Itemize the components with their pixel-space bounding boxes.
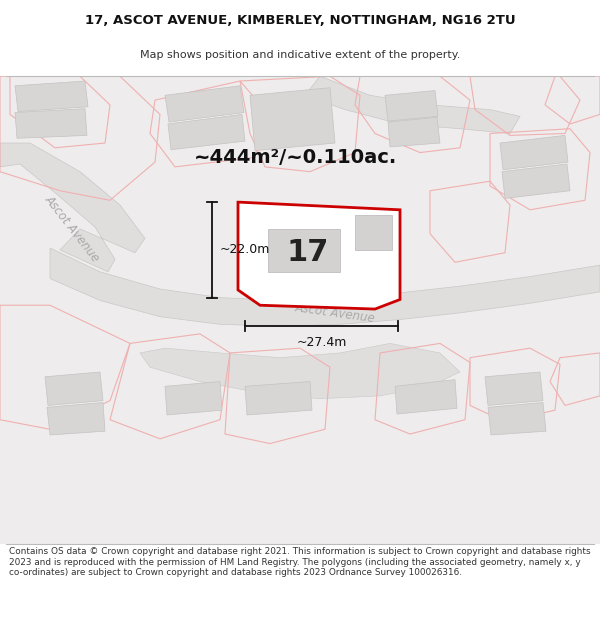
Polygon shape xyxy=(15,109,87,138)
Polygon shape xyxy=(15,81,88,111)
Polygon shape xyxy=(168,114,245,150)
Polygon shape xyxy=(50,248,600,326)
Text: ~22.0m: ~22.0m xyxy=(220,243,271,256)
Polygon shape xyxy=(140,343,460,399)
Polygon shape xyxy=(268,229,340,272)
Polygon shape xyxy=(395,379,457,414)
Text: Contains OS data © Crown copyright and database right 2021. This information is : Contains OS data © Crown copyright and d… xyxy=(9,547,590,577)
Text: ~444m²/~0.110ac.: ~444m²/~0.110ac. xyxy=(193,148,397,167)
Polygon shape xyxy=(165,86,244,122)
Text: ~27.4m: ~27.4m xyxy=(296,336,347,349)
Polygon shape xyxy=(500,136,568,170)
Polygon shape xyxy=(355,214,392,250)
Polygon shape xyxy=(0,143,145,272)
Polygon shape xyxy=(238,202,400,309)
Polygon shape xyxy=(165,381,222,415)
Polygon shape xyxy=(245,381,312,415)
Polygon shape xyxy=(488,402,546,435)
Polygon shape xyxy=(385,91,438,121)
Polygon shape xyxy=(45,372,103,406)
Polygon shape xyxy=(305,76,520,134)
Text: 17, ASCOT AVENUE, KIMBERLEY, NOTTINGHAM, NG16 2TU: 17, ASCOT AVENUE, KIMBERLEY, NOTTINGHAM,… xyxy=(85,14,515,27)
Polygon shape xyxy=(485,372,543,406)
Polygon shape xyxy=(250,88,335,151)
Text: 17: 17 xyxy=(287,238,329,268)
Text: Ascot Avenue: Ascot Avenue xyxy=(294,301,376,325)
Text: Map shows position and indicative extent of the property.: Map shows position and indicative extent… xyxy=(140,49,460,59)
Polygon shape xyxy=(47,402,105,435)
Text: Ascot Avenue: Ascot Avenue xyxy=(42,193,102,265)
Polygon shape xyxy=(388,118,440,147)
Polygon shape xyxy=(502,164,570,198)
